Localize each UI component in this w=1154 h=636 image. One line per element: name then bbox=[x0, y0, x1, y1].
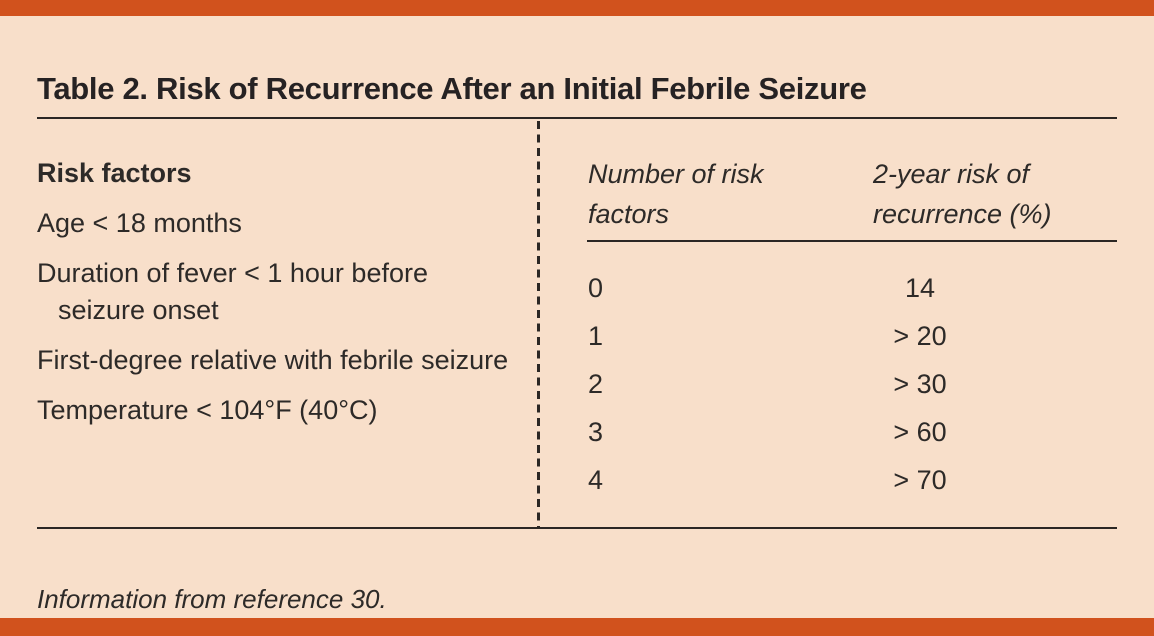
table-row: 3 > 60 bbox=[588, 408, 1118, 456]
cell-number-of-risk-factors: 2 bbox=[588, 368, 604, 399]
risk-factor-item: Age < 18 months bbox=[37, 208, 242, 238]
table-row: 2 > 30 bbox=[588, 360, 1118, 408]
risk-factors-heading: Risk factors bbox=[37, 158, 192, 188]
table-row: 1 > 20 bbox=[588, 312, 1118, 360]
column-header-number-of-risk-factors: Number of risk factors bbox=[588, 159, 764, 229]
cell-2-year-risk: > 30 bbox=[893, 368, 947, 399]
risk-factors-section: Risk factors Age < 18 months Duration of… bbox=[37, 155, 519, 442]
recurrence-table-header: Number of risk factors 2-year risk of re… bbox=[588, 155, 1118, 234]
header-underline bbox=[587, 240, 1117, 242]
top-accent-bar bbox=[0, 0, 1154, 16]
dashed-column-divider bbox=[537, 121, 540, 528]
cell-number-of-risk-factors: 4 bbox=[588, 464, 604, 495]
table-row: 4 > 70 bbox=[588, 456, 1118, 504]
cell-number-of-risk-factors: 0 bbox=[588, 272, 604, 303]
footnote: Information from reference 30. bbox=[37, 584, 387, 614]
bottom-accent-bar bbox=[0, 618, 1154, 636]
risk-factor-item: Duration of fever < 1 hour before seizur… bbox=[37, 258, 428, 325]
cell-2-year-risk: > 70 bbox=[893, 464, 947, 495]
table-title: Table 2. Risk of Recurrence After an Ini… bbox=[37, 70, 867, 106]
cell-2-year-risk: 14 bbox=[904, 272, 936, 303]
risk-factor-item: Temperature < 104°F (40°C) bbox=[37, 395, 378, 425]
recurrence-table: Number of risk factors 2-year risk of re… bbox=[587, 155, 1118, 528]
cell-2-year-risk: > 20 bbox=[893, 320, 947, 351]
recurrence-table-body: 0 14 1 > 20 2 > 30 3 > 60 4 > 70 bbox=[588, 264, 1118, 504]
column-header-2-year-risk: 2-year risk of recurrence (%) bbox=[873, 159, 1052, 229]
top-rule bbox=[37, 117, 1117, 119]
table-row: 0 14 bbox=[588, 264, 1118, 312]
bottom-rule bbox=[37, 527, 1117, 529]
cell-2-year-risk: > 60 bbox=[893, 416, 947, 447]
cell-number-of-risk-factors: 3 bbox=[588, 416, 604, 447]
risk-factor-item: First-degree relative with febrile seizu… bbox=[37, 345, 509, 375]
cell-number-of-risk-factors: 1 bbox=[588, 320, 604, 351]
